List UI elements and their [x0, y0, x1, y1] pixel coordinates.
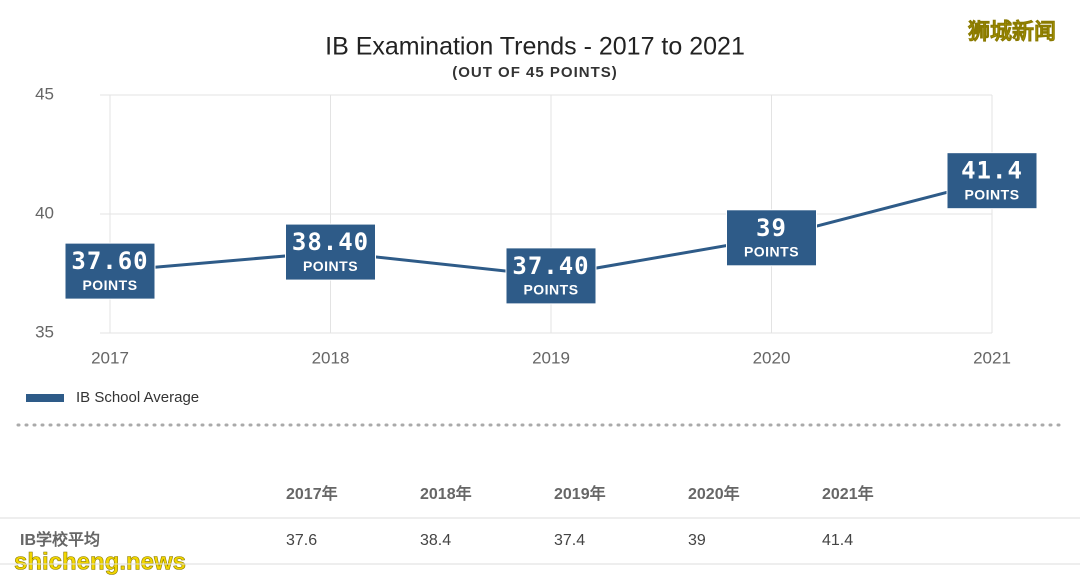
- x-tick-label: 2020: [753, 348, 791, 367]
- table-cell: 41.4: [822, 532, 853, 549]
- table-header: 2017年: [286, 484, 338, 503]
- value-label: 37.60: [71, 247, 148, 275]
- value-label-unit: POINTS: [82, 277, 137, 293]
- value-label-box: [726, 209, 817, 267]
- value-label: 38.40: [292, 228, 369, 256]
- chart: 35 40 45 2017 2018 2019 2020 2021 37.60 POINTS 38.…: [26, 84, 1038, 406]
- value-label-unit: POINTS: [303, 258, 358, 274]
- value-label-box: [285, 223, 376, 281]
- table: 2017年 2018年 2019年 2020年 2021年 IB学校平均 37.6 38.4 3…: [0, 484, 1080, 565]
- value-label-box: [946, 152, 1038, 210]
- value-label-unit: POINTS: [523, 282, 578, 298]
- value-label: 41.4: [961, 157, 1023, 185]
- y-tick-label: 35: [35, 322, 54, 341]
- value-label: 37.40: [512, 252, 589, 280]
- legend-label: IB School Average: [76, 389, 199, 406]
- table-header: 2021年: [822, 484, 874, 503]
- value-label-unit: POINTS: [964, 186, 1019, 202]
- y-tick-label: 40: [35, 203, 54, 222]
- table-cell: 37.6: [286, 532, 317, 549]
- value-label: 39: [756, 214, 787, 242]
- chart-title: IB Examination Trends - 2017 to 2021: [325, 33, 745, 61]
- table-header: 2019年: [554, 484, 606, 503]
- value-label-box: [64, 242, 156, 300]
- watermark: shicheng.news: [14, 548, 186, 575]
- chart-subtitle: (OUT OF 45 POINTS): [452, 64, 618, 81]
- table-header: 2018年: [420, 484, 472, 503]
- watermark: 狮城新闻: [968, 19, 1056, 44]
- legend-swatch: [26, 394, 64, 402]
- value-label-unit: POINTS: [744, 244, 799, 260]
- row-label: IB学校平均: [20, 530, 100, 549]
- x-tick-label: 2021: [973, 348, 1011, 367]
- x-tick-label: 2017: [91, 348, 129, 367]
- table-cell: 38.4: [420, 532, 451, 549]
- table-cell: 37.4: [554, 532, 585, 549]
- x-tick-label: 2019: [532, 348, 570, 367]
- table-header: 2020年: [688, 484, 740, 503]
- x-tick-label: 2018: [312, 348, 350, 367]
- value-label-box: [505, 247, 597, 305]
- y-tick-label: 45: [35, 84, 54, 103]
- table-cell: 39: [688, 532, 706, 549]
